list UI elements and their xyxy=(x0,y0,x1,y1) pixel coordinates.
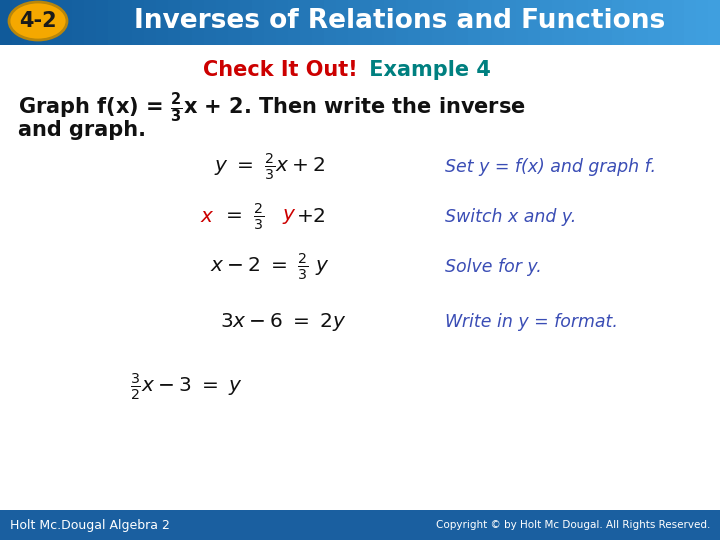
FancyBboxPatch shape xyxy=(660,0,674,45)
FancyBboxPatch shape xyxy=(600,0,614,45)
FancyBboxPatch shape xyxy=(60,0,74,45)
Text: Example 4: Example 4 xyxy=(362,60,491,80)
FancyBboxPatch shape xyxy=(516,0,530,45)
Text: 4-2: 4-2 xyxy=(19,11,57,31)
FancyBboxPatch shape xyxy=(192,0,206,45)
FancyBboxPatch shape xyxy=(372,0,386,45)
Text: Check It Out!: Check It Out! xyxy=(203,60,358,80)
FancyBboxPatch shape xyxy=(0,510,720,540)
FancyBboxPatch shape xyxy=(408,0,422,45)
FancyBboxPatch shape xyxy=(360,0,374,45)
FancyBboxPatch shape xyxy=(504,0,518,45)
FancyBboxPatch shape xyxy=(240,0,254,45)
Text: Write in y = format.: Write in y = format. xyxy=(445,313,618,331)
FancyBboxPatch shape xyxy=(324,0,338,45)
FancyBboxPatch shape xyxy=(180,0,194,45)
Text: $\frac{3}{2}x - 3\ =\ y$: $\frac{3}{2}x - 3\ =\ y$ xyxy=(130,372,243,402)
Text: Copyright © by Holt Mc Dougal. All Rights Reserved.: Copyright © by Holt Mc Dougal. All Right… xyxy=(436,520,710,530)
Text: Solve for y.: Solve for y. xyxy=(445,258,541,276)
Text: Graph $\mathbf{f(x)}$ = $\mathbf{\frac{2}{3}}$$\mathbf{x}$ + 2. Then write the i: Graph $\mathbf{f(x)}$ = $\mathbf{\frac{2… xyxy=(18,91,526,125)
FancyBboxPatch shape xyxy=(336,0,350,45)
FancyBboxPatch shape xyxy=(576,0,590,45)
FancyBboxPatch shape xyxy=(624,0,638,45)
FancyBboxPatch shape xyxy=(492,0,506,45)
FancyBboxPatch shape xyxy=(168,0,182,45)
Text: Inverses of Relations and Functions: Inverses of Relations and Functions xyxy=(135,8,665,34)
FancyBboxPatch shape xyxy=(648,0,662,45)
FancyBboxPatch shape xyxy=(468,0,482,45)
FancyBboxPatch shape xyxy=(72,0,86,45)
FancyBboxPatch shape xyxy=(48,0,62,45)
Text: Set y = f(x) and graph f.: Set y = f(x) and graph f. xyxy=(445,158,656,176)
FancyBboxPatch shape xyxy=(312,0,326,45)
FancyBboxPatch shape xyxy=(228,0,242,45)
Text: $y$: $y$ xyxy=(282,207,297,226)
FancyBboxPatch shape xyxy=(144,0,158,45)
FancyBboxPatch shape xyxy=(0,0,14,45)
Text: $x - 2\ =\ \frac{2}{3}\ y$: $x - 2\ =\ \frac{2}{3}\ y$ xyxy=(210,252,330,282)
FancyBboxPatch shape xyxy=(564,0,578,45)
FancyBboxPatch shape xyxy=(456,0,470,45)
Text: $+ 2$: $+ 2$ xyxy=(296,207,325,226)
FancyBboxPatch shape xyxy=(264,0,278,45)
FancyBboxPatch shape xyxy=(288,0,302,45)
FancyBboxPatch shape xyxy=(396,0,410,45)
FancyBboxPatch shape xyxy=(300,0,314,45)
FancyBboxPatch shape xyxy=(636,0,650,45)
FancyBboxPatch shape xyxy=(132,0,146,45)
FancyBboxPatch shape xyxy=(612,0,626,45)
Text: Holt Mc.Dougal Algebra 2: Holt Mc.Dougal Algebra 2 xyxy=(10,518,170,531)
FancyBboxPatch shape xyxy=(108,0,122,45)
Text: Switch x and y.: Switch x and y. xyxy=(445,208,576,226)
FancyBboxPatch shape xyxy=(384,0,398,45)
FancyBboxPatch shape xyxy=(120,0,134,45)
Text: and graph.: and graph. xyxy=(18,120,146,140)
FancyBboxPatch shape xyxy=(156,0,170,45)
Ellipse shape xyxy=(9,2,67,40)
FancyBboxPatch shape xyxy=(552,0,566,45)
FancyBboxPatch shape xyxy=(24,0,38,45)
FancyBboxPatch shape xyxy=(444,0,458,45)
FancyBboxPatch shape xyxy=(216,0,230,45)
FancyBboxPatch shape xyxy=(696,0,710,45)
FancyBboxPatch shape xyxy=(252,0,266,45)
FancyBboxPatch shape xyxy=(528,0,542,45)
FancyBboxPatch shape xyxy=(204,0,218,45)
Text: $x$: $x$ xyxy=(200,207,215,226)
FancyBboxPatch shape xyxy=(420,0,434,45)
FancyBboxPatch shape xyxy=(432,0,446,45)
Text: $3x - 6\ =\ 2y$: $3x - 6\ =\ 2y$ xyxy=(220,311,347,333)
FancyBboxPatch shape xyxy=(588,0,602,45)
Text: $=\ \frac{2}{3}$: $=\ \frac{2}{3}$ xyxy=(222,202,264,232)
FancyBboxPatch shape xyxy=(348,0,362,45)
FancyBboxPatch shape xyxy=(540,0,554,45)
FancyBboxPatch shape xyxy=(480,0,494,45)
FancyBboxPatch shape xyxy=(708,0,720,45)
Text: $y\ =\ \frac{2}{3}x + 2$: $y\ =\ \frac{2}{3}x + 2$ xyxy=(215,152,325,182)
FancyBboxPatch shape xyxy=(12,0,26,45)
FancyBboxPatch shape xyxy=(672,0,686,45)
FancyBboxPatch shape xyxy=(684,0,698,45)
FancyBboxPatch shape xyxy=(84,0,98,45)
FancyBboxPatch shape xyxy=(36,0,50,45)
FancyBboxPatch shape xyxy=(96,0,110,45)
FancyBboxPatch shape xyxy=(276,0,290,45)
